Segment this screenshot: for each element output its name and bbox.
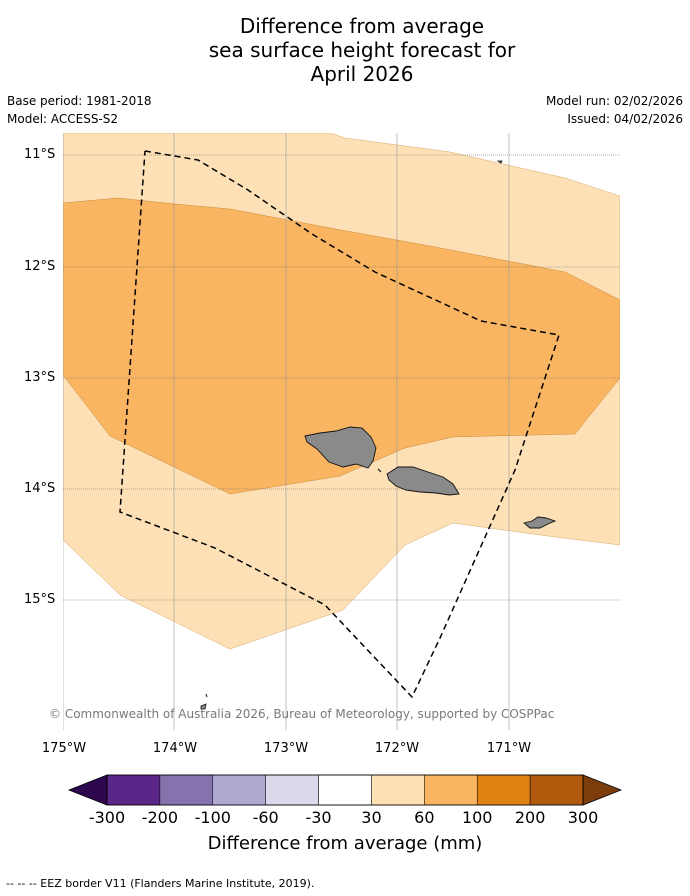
colorbar-tick-label: 100 xyxy=(461,808,493,827)
islet-small-north xyxy=(496,160,503,164)
colorbar-tick-label: 200 xyxy=(514,808,546,827)
colorbar-segment xyxy=(159,774,214,806)
colorbar-segment xyxy=(212,774,266,806)
colorbar-over-arrow xyxy=(582,774,623,806)
lat-label-11s: 11°S xyxy=(24,147,56,162)
parallels xyxy=(63,154,620,601)
colorbar-segment xyxy=(476,774,531,806)
colorbar-segment xyxy=(318,774,372,806)
lat-label-15s: 15°S xyxy=(24,592,56,607)
title-line-3: April 2026 xyxy=(310,62,414,86)
copyright-notice: © Commonwealth of Australia 2026, Bureau… xyxy=(49,707,555,721)
islet-apolima xyxy=(377,468,382,473)
colorbar-tick-label: 300 xyxy=(567,808,599,827)
lat-label-14s: 14°S xyxy=(24,481,56,496)
colorbar-segment xyxy=(106,774,161,806)
colorbar-segment xyxy=(265,774,319,806)
eez-border xyxy=(119,150,560,699)
island-upolu-savaii xyxy=(304,426,377,469)
model-name: Model: ACCESS-S2 xyxy=(7,112,119,126)
lon-label-172w: 172°W xyxy=(374,741,420,756)
colorbar-tick-label: 60 xyxy=(414,808,435,827)
colorbar-tick-label: -200 xyxy=(141,808,179,827)
islet-mark xyxy=(205,693,208,698)
island-tutuila xyxy=(523,516,557,529)
colorbar-under-arrow xyxy=(67,774,108,806)
issued-date: Issued: 04/02/2026 xyxy=(567,112,683,126)
island-upolu xyxy=(386,466,460,496)
colorbar-tick-label: -300 xyxy=(88,808,126,827)
eez-legend-note: -- -- -- EEZ border V11 (Flanders Marine… xyxy=(6,877,315,890)
colorbar-tick-label: -60 xyxy=(252,808,279,827)
chart-title: Difference from average sea surface heig… xyxy=(0,14,690,86)
lat-label-12s: 12°S xyxy=(24,259,56,274)
colorbar-outline xyxy=(106,774,584,806)
lon-label-171w: 171°W xyxy=(486,741,532,756)
colorbar-tick-label: -30 xyxy=(305,808,332,827)
anomaly-zone-60-100mm xyxy=(63,197,620,495)
lat-label-13s: 13°S xyxy=(24,370,56,385)
colorbar-segment xyxy=(529,774,584,806)
lon-label-175w: 175°W xyxy=(41,741,87,756)
colorbar-segment xyxy=(371,774,425,806)
colorbar-tick-label: 30 xyxy=(361,808,382,827)
title-line-1: Difference from average xyxy=(239,14,485,38)
colorbar-tick-label: -100 xyxy=(194,808,231,827)
colorbar-label: Difference from average (mm) xyxy=(207,833,483,854)
lon-label-174w: 174°W xyxy=(152,741,198,756)
model-run-date: Model run: 02/02/2026 xyxy=(545,94,683,108)
lon-label-173w: 173°W xyxy=(263,741,309,756)
title-line-2: sea surface height forecast for xyxy=(208,38,516,62)
meridians xyxy=(63,133,510,730)
islet-small-south xyxy=(200,703,207,710)
base-period: Base period: 1981-2018 xyxy=(7,94,152,108)
colorbar-segment xyxy=(424,774,478,806)
